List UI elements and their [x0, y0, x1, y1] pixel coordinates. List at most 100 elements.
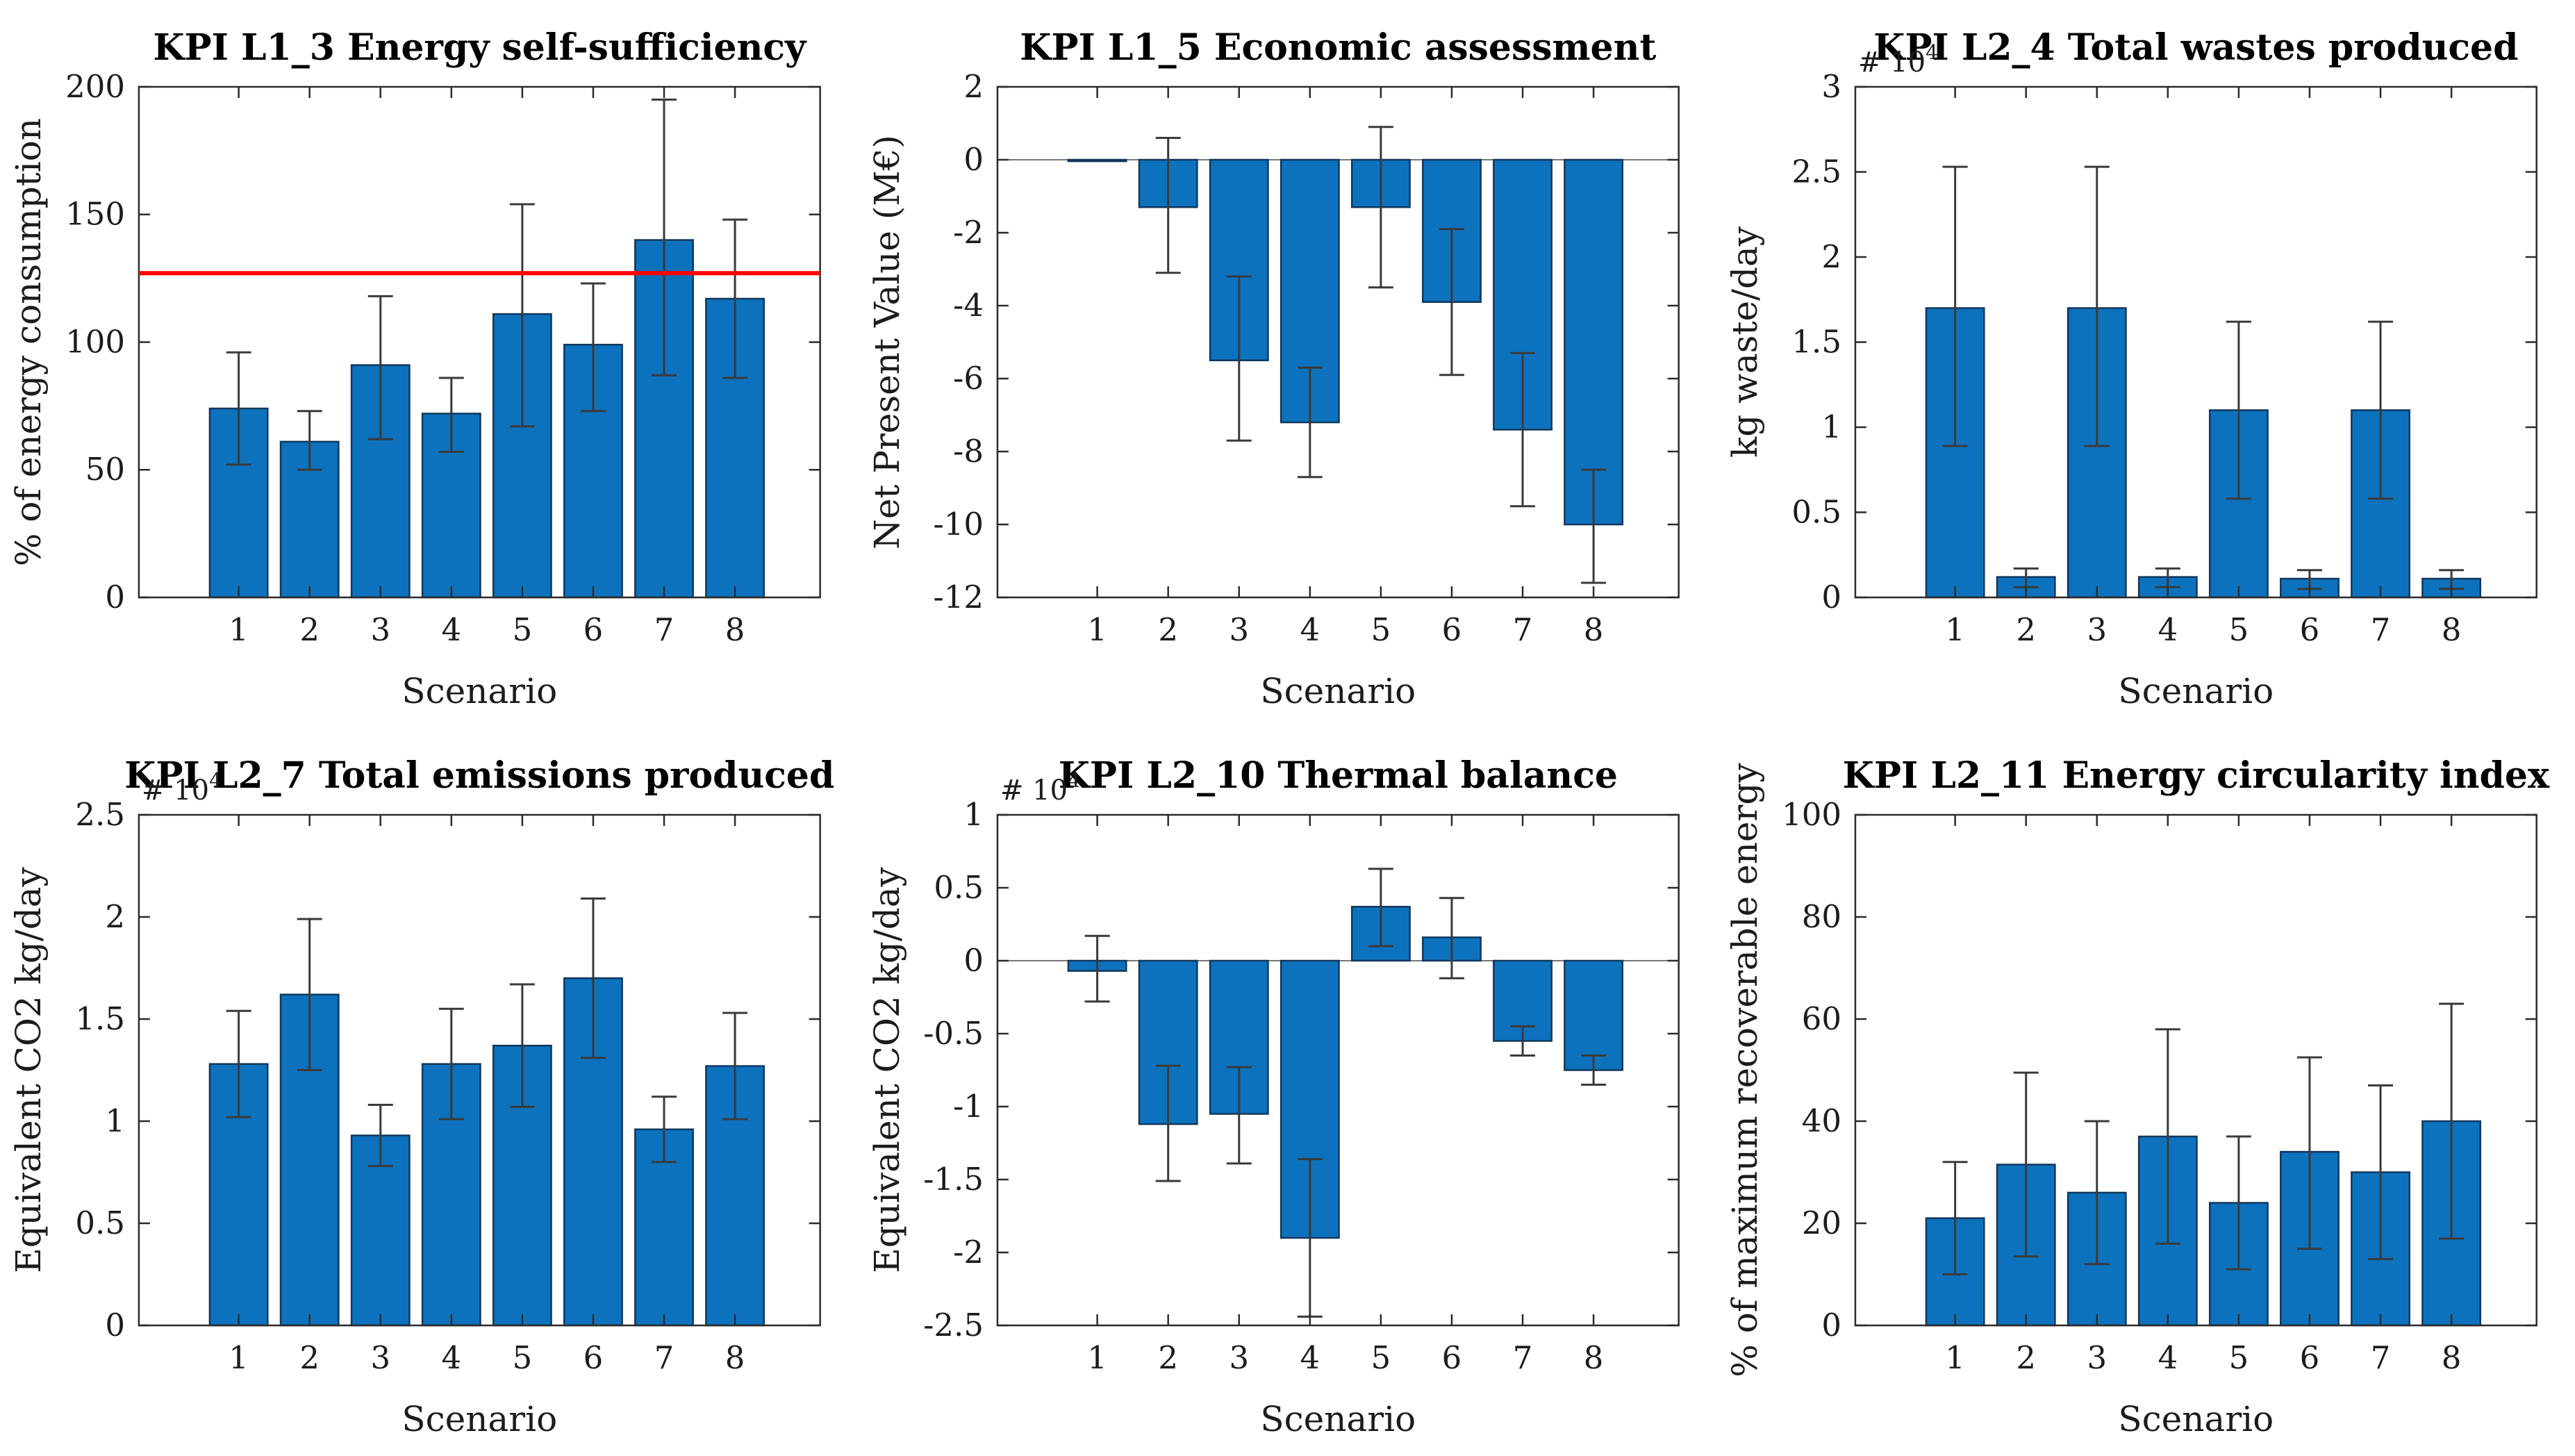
x-tick-label: 5 — [2229, 611, 2249, 648]
y-tick-label: 150 — [65, 196, 125, 233]
error-bar-scenario-3 — [2085, 165, 2110, 447]
error-bar-scenario-6 — [580, 282, 606, 413]
error-bar-scenario-8 — [2439, 1002, 2465, 1240]
y-tick-label: 1.5 — [75, 1000, 125, 1037]
y-tick-label: 2.5 — [1792, 153, 1842, 190]
bar-scenario-8 — [1563, 959, 1623, 1071]
bar-scenario-1 — [1067, 158, 1127, 163]
chart-title: KPI L1_5 Economic assessment — [1020, 26, 1656, 69]
y-tick-label: 20 — [1802, 1205, 1841, 1241]
x-tick-label: 1 — [229, 611, 249, 648]
x-tick-label: 7 — [654, 1339, 674, 1376]
x-tick-label: 2 — [299, 1339, 320, 1376]
y-tick-label: -4 — [953, 287, 984, 324]
y-tick-label: -2 — [953, 214, 984, 251]
error-bar-scenario-4 — [438, 1007, 464, 1120]
x-tick-label: 5 — [2229, 1339, 2249, 1376]
error-bar-scenario-1 — [1942, 165, 1968, 447]
error-bar-scenario-6 — [1439, 897, 1464, 979]
error-bar-scenario-7 — [1509, 1025, 1535, 1057]
x-tick-label: 1 — [1087, 611, 1107, 648]
y-tick-label: 2 — [963, 68, 984, 105]
x-tick-label: 8 — [1583, 1339, 1603, 1376]
x-axis-label: Scenario — [401, 1399, 557, 1439]
y-tick-label: 80 — [1802, 898, 1841, 935]
x-tick-label: 7 — [654, 611, 674, 648]
plot-area: 0 50 100 150 200 1 2 3 4 5 6 7 8 KPI L1_3 Energy self… — [8, 26, 821, 711]
axes-box — [996, 813, 1680, 1327]
x-tick-label: 6 — [2300, 611, 2320, 648]
error-bar-scenario-3 — [1226, 275, 1252, 442]
error-bar-scenario-7 — [652, 98, 677, 377]
y-tick-label: 50 — [85, 451, 125, 488]
y-tick-label: 3 — [1822, 68, 1842, 105]
y-tick-label: 0 — [963, 141, 984, 178]
y-axis-multiplier-exponent: 4 — [209, 768, 222, 792]
x-tick-label: 2 — [1158, 1339, 1178, 1376]
error-bar-scenario-3 — [1226, 1066, 1252, 1165]
error-bar-scenario-6 — [1439, 228, 1464, 377]
x-tick-label: 2 — [2017, 1339, 2037, 1376]
x-tick-label: 5 — [513, 611, 533, 648]
y-axis-multiplier: # 104 — [1858, 40, 1939, 78]
y-tick-label: -10 — [933, 506, 983, 543]
chart-kpi-l2-11-energy-circularity: 0 20 40 60 80 100 1 2 3 4 5 6 7 8 KPI L2_11 Energy cir… — [1725, 754, 2550, 1439]
x-tick-label: 6 — [583, 1339, 604, 1376]
x-tick-label: 6 — [2300, 1339, 2320, 1376]
error-bar-scenario-3 — [367, 1103, 393, 1168]
y-tick-label: 200 — [65, 68, 125, 105]
error-bar-scenario-8 — [1580, 468, 1606, 584]
x-tick-label: 7 — [1512, 611, 1532, 648]
y-tick-label: 60 — [1802, 1000, 1841, 1037]
axes-box — [1855, 813, 2538, 1327]
chart-kpi-l1-3-energy-self-sufficiency: 0 50 100 150 200 1 2 3 4 5 6 7 8 KPI L1_3 Energy self… — [8, 26, 821, 711]
axes-box — [138, 813, 821, 1327]
chart-cell-kpi-l1-3: 0 50 100 150 200 1 2 3 4 5 6 7 8 KPI L1_3 Energy self… — [0, 0, 859, 728]
x-tick-label: 2 — [299, 611, 320, 648]
y-tick-label: 40 — [1802, 1102, 1841, 1139]
y-tick-label: 2 — [1822, 238, 1842, 275]
y-tick-label: 0 — [1822, 1307, 1842, 1343]
x-tick-label: 6 — [1441, 1339, 1462, 1376]
error-bar-scenario-1 — [1942, 1161, 1968, 1275]
error-bar-scenario-1 — [1084, 934, 1110, 1003]
x-tick-label: 8 — [725, 611, 745, 648]
chart-cell-kpi-l2-4: 0 0.5 1 1.5 2 2.5 3 1 2 3 4 5 6 7 8 KPI L2_4 Total wast… — [1716, 0, 2575, 728]
x-axis-label: Scenario — [2119, 671, 2274, 711]
error-bar-scenario-6 — [580, 897, 606, 1059]
error-bar-scenario-2 — [297, 918, 322, 1071]
y-tick-label: 1 — [1822, 408, 1842, 445]
y-tick-label: 2.5 — [75, 796, 125, 833]
y-axis-multiplier-exponent: 4 — [1068, 768, 1080, 792]
plot-area: 2 0 -2 -4 -6 -8 -10 -12 1 2 3 4 5 6 7 8 KPI L1_5 Economi… — [867, 26, 1680, 711]
y-axis-label: % of energy consumption — [8, 118, 49, 566]
y-tick-label: 100 — [65, 323, 125, 360]
x-tick-label: 3 — [370, 1339, 390, 1376]
plot-area: 0 0.5 1 1.5 2 2.5 3 1 2 3 4 5 6 7 8 KPI L2_4 Total wast… — [1725, 26, 2538, 711]
chart-cell-kpi-l1-5: 2 0 -2 -4 -6 -8 -10 -12 1 2 3 4 5 6 7 8 KPI L1_5 Economi… — [859, 0, 1717, 728]
y-tick-label: 1.5 — [1792, 323, 1842, 360]
x-tick-label: 8 — [2442, 611, 2462, 648]
x-tick-label: 1 — [1946, 1339, 1966, 1376]
plot-area: 0 20 40 60 80 100 1 2 3 4 5 6 7 8 KPI L2_11 Energy cir… — [1725, 754, 2550, 1439]
y-axis-multiplier: # 104 — [1000, 768, 1081, 806]
y-axis-label: kg waste/day — [1725, 226, 1765, 458]
error-bar-scenario-3 — [367, 295, 393, 440]
x-tick-label: 6 — [583, 611, 604, 648]
x-tick-label: 2 — [2017, 611, 2037, 648]
axes-box — [996, 85, 1680, 599]
bar-scenario-8 — [1563, 158, 1623, 526]
x-axis-label: Scenario — [2119, 1399, 2274, 1439]
y-tick-label: 0 — [1822, 579, 1842, 615]
error-bar-scenario-2 — [1155, 137, 1181, 274]
error-bar-scenario-2 — [297, 410, 322, 471]
y-axis-label: % of maximum recoverable energy — [1725, 763, 1765, 1378]
y-tick-label: 0 — [105, 579, 125, 615]
chart-kpi-l1-5-economic-assessment: 2 0 -2 -4 -6 -8 -10 -12 1 2 3 4 5 6 7 8 KPI L1_5 Economi… — [867, 26, 1680, 711]
axes-box — [1855, 85, 2538, 599]
error-bar-scenario-5 — [509, 203, 535, 428]
chart-kpi-l2-10-thermal-balance: 1 0.5 0 -0.5 -1 -1.5 -2 -2.5 1 2 3 4 5 6 7 8 KPI L2_10 T… — [867, 754, 1680, 1439]
y-tick-label: 2 — [105, 898, 125, 935]
error-bar-scenario-5 — [1368, 868, 1393, 948]
x-tick-label: 5 — [513, 1339, 533, 1376]
